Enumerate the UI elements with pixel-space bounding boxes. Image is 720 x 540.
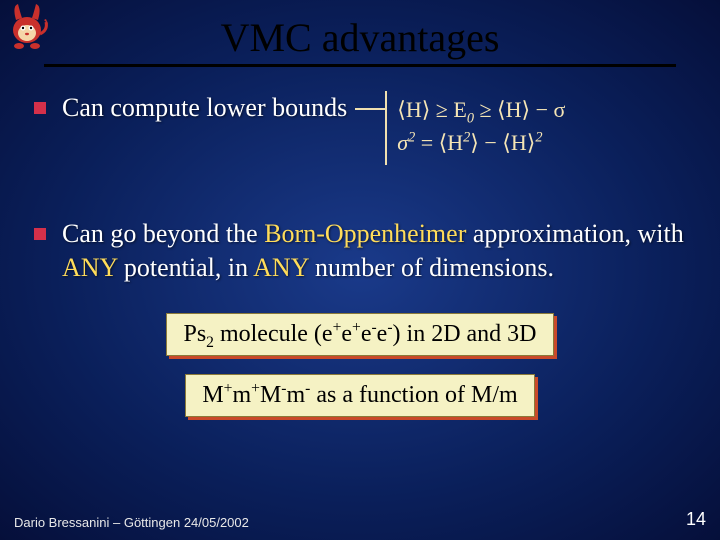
bullet-1-row: Can compute lower bounds ⟨H⟩ ≥ E0 ≥ ⟨H⟩ … (34, 91, 686, 165)
callouts: Ps2 molecule (e+e+e-e-) in 2D and 3D M+m… (34, 313, 686, 417)
content-area: Can compute lower bounds ⟨H⟩ ≥ E0 ≥ ⟨H⟩ … (0, 61, 720, 417)
bullet-icon (34, 228, 46, 240)
bullet-2-text: Can go beyond the Born-Oppenheimer appro… (62, 217, 686, 285)
bullet-2-row: Can go beyond the Born-Oppenheimer appro… (34, 217, 686, 285)
slide-number: 14 (686, 509, 706, 530)
callout-2: M+m+M-m- as a function of M/m (185, 374, 534, 417)
connector-line (355, 108, 385, 110)
title-underline (44, 64, 676, 67)
bullet-icon (34, 102, 46, 114)
bullet-1-text: Can compute lower bounds (62, 91, 347, 125)
math-box: ⟨H⟩ ≥ E0 ≥ ⟨H⟩ − σ σ2 = ⟨H2⟩ − ⟨H⟩2 (385, 91, 565, 165)
footer: Dario Bressanini – Göttingen 24/05/2002 … (14, 509, 706, 530)
math-line-2: σ2 = ⟨H2⟩ − ⟨H⟩2 (397, 126, 565, 159)
math-line-1: ⟨H⟩ ≥ E0 ≥ ⟨H⟩ − σ (397, 93, 565, 126)
title-area: VMC advantages (0, 0, 720, 61)
footer-author: Dario Bressanini – Göttingen 24/05/2002 (14, 515, 249, 530)
callout-1: Ps2 molecule (e+e+e-e-) in 2D and 3D (166, 313, 553, 356)
slide-title: VMC advantages (221, 14, 500, 61)
